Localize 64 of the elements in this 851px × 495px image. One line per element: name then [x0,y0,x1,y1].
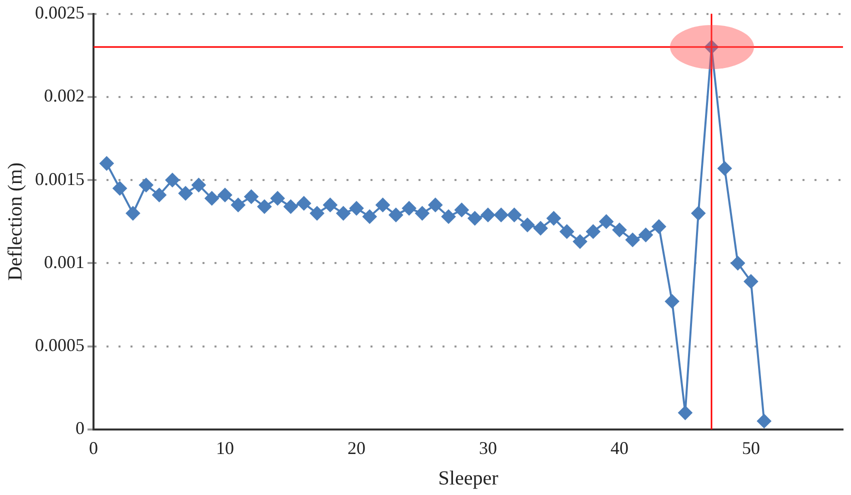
point [428,198,442,212]
point [546,211,561,226]
y-tick-label: 0.002 [44,86,84,106]
x-tick-label: 10 [216,438,234,458]
point [678,406,692,420]
point [638,228,653,242]
point [599,214,614,229]
point [586,224,600,239]
y-tick-label: 0.0025 [35,2,84,23]
point [296,196,311,210]
point [218,188,232,202]
point [270,191,285,206]
point [178,186,193,200]
x-tick-label: 0 [89,438,98,458]
point [152,188,166,202]
point [626,232,640,247]
y-tick-label: 0.0015 [35,168,84,189]
point [310,206,324,220]
point [520,218,534,232]
point [126,206,140,220]
x-tick-label: 40 [610,438,628,458]
y-tick-label: 0.001 [44,252,84,272]
point [691,206,706,220]
point [612,222,626,237]
point [507,208,522,222]
x-axis-title: Sleeper [438,467,499,490]
point [257,200,272,214]
point [494,208,508,222]
y-axis-title: Deflection (m) [4,162,26,281]
x-tick-label: 50 [742,438,760,458]
point [744,274,758,288]
point [349,201,364,216]
point [665,294,680,308]
point [534,221,548,236]
point [112,181,127,196]
point [560,224,574,239]
point [192,178,206,192]
point [139,178,154,192]
point [480,208,495,222]
point [718,161,732,176]
x-tick-label: 20 [347,438,366,458]
x-tick-label: 30 [478,438,497,458]
point [100,156,114,170]
y-tick-label: 0.0005 [35,335,84,356]
point [244,190,258,204]
point [730,256,745,270]
point [323,198,338,212]
point [231,198,246,212]
point [204,191,219,206]
point [376,198,390,212]
point [362,210,377,224]
point [402,201,416,216]
point [415,206,430,220]
point [284,200,298,214]
point [454,202,469,217]
point [468,211,482,226]
point [652,220,666,234]
point [165,173,180,188]
y-tick-label: 0 [76,418,84,438]
point [388,208,403,222]
point [573,234,588,249]
point [757,414,772,428]
point [336,206,350,220]
point [442,210,456,224]
